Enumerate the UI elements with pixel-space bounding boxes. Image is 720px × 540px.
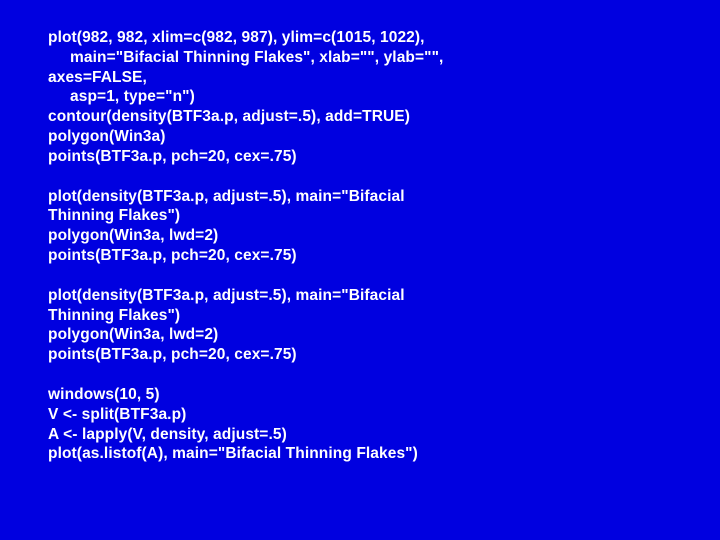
code-slide: plot(982, 982, xlim=c(982, 987), ylim=c(… — [0, 0, 720, 464]
